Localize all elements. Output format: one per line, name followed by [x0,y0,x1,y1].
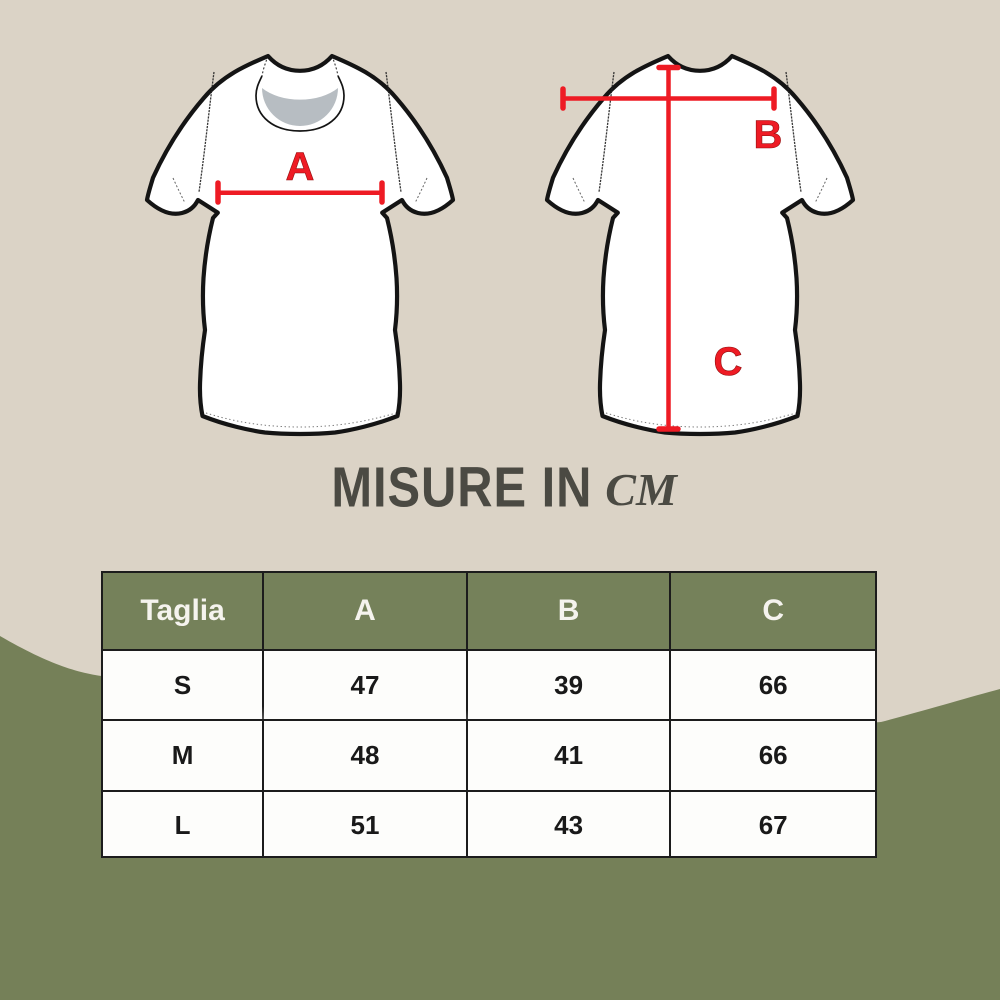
svg-text:A: A [286,145,315,189]
svg-text:C: C [714,340,743,384]
svg-text:B: B [754,113,783,157]
